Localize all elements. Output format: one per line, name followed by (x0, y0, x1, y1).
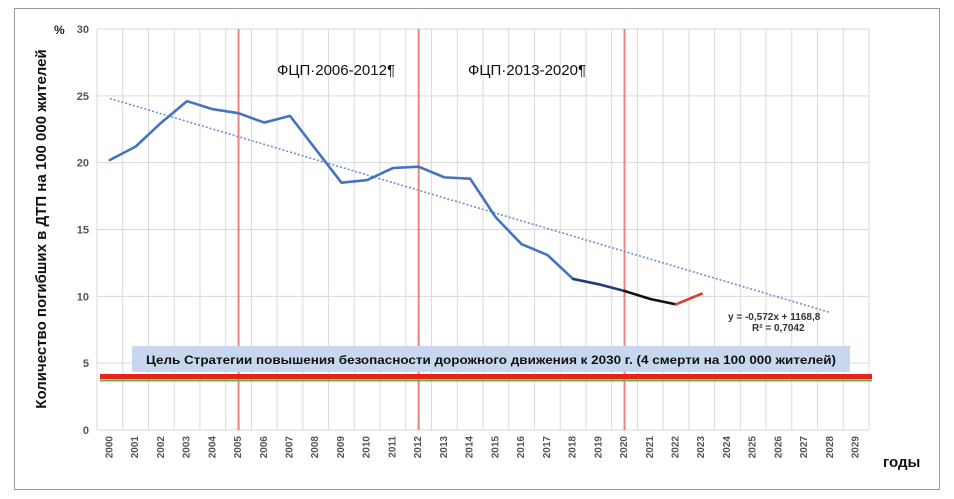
x-tick-label: 2023 (696, 436, 707, 459)
x-tick-label: 2007 (285, 436, 296, 459)
x-tick-label: 2029 (851, 436, 862, 459)
y-tick-layer: 0 5 10 15 20 25 30 (77, 24, 89, 437)
x-tick-label: 2011 (387, 436, 398, 458)
x-tick-label: 2017 (542, 436, 553, 459)
x-tick-label: 2003 (182, 436, 193, 459)
trendline-equation: y = -0,572x + 1168,8 (728, 312, 821, 323)
x-tick-label: 2001 (130, 436, 141, 459)
series-line-history (108, 99, 575, 281)
trendline-r2: R² = 0,7042 (752, 323, 805, 334)
x-tick-label: 2009 (336, 436, 347, 459)
series-line-2020-2022 (623, 289, 678, 306)
y-tick-label: 5 (83, 358, 89, 370)
x-tick-label: 2018 (568, 436, 579, 459)
target-label: Цель Стратегии повышения безопасности до… (146, 353, 836, 367)
x-tick-label: 2024 (722, 436, 733, 459)
x-tick-label: 2002 (156, 436, 167, 459)
y-axis-label: Количество погибших в ДТП на 100 000 жит… (33, 49, 50, 408)
x-tick-label: 2021 (645, 436, 656, 459)
series-line-2018-2020 (571, 277, 626, 293)
target-layer: Цель Стратегии повышения безопасности до… (100, 346, 872, 382)
x-tick-label: 2019 (593, 436, 604, 459)
x-axis-label: годы (883, 454, 920, 471)
x-tick-label: 2016 (516, 436, 527, 459)
y-tick-label: 20 (77, 158, 89, 170)
x-tick-label: 2006 (259, 436, 270, 459)
x-tick-label: 2014 (465, 436, 476, 459)
x-tick-label: 2000 (104, 436, 115, 459)
period-label-2013-2020: ФЦП·2013-2020¶ (468, 62, 586, 79)
target-label-background (132, 346, 850, 372)
trendline (109, 97, 831, 314)
x-tick-label: 2022 (671, 436, 682, 459)
x-tick-label: 2015 (490, 436, 501, 459)
x-tick-label: 2013 (439, 436, 450, 459)
y-tick-label: 25 (77, 91, 89, 103)
x-tick-label: 2005 (233, 436, 244, 459)
y-axis-unit: % (54, 23, 65, 37)
x-tick-label: 2027 (799, 436, 810, 459)
x-tick-label: 2020 (619, 436, 630, 459)
x-tick-label: 2004 (207, 436, 218, 459)
y-tick-label: 15 (77, 225, 89, 237)
y-tick-label: 30 (77, 24, 89, 36)
period-label-2006-2012: ФЦП·2006-2012¶ (277, 62, 395, 79)
y-tick-label: 10 (77, 291, 89, 303)
x-tick-label: 2008 (310, 436, 321, 459)
y-tick-label: 0 (83, 425, 89, 437)
x-tick-label: 2012 (413, 436, 424, 459)
x-tick-label: 2010 (362, 436, 373, 459)
x-tick-label: 2026 (773, 436, 784, 459)
chart-frame (14, 8, 940, 490)
trendline-layer (109, 97, 831, 314)
series-layer (108, 99, 704, 306)
x-tick-layer: 2000 2001 2002 2003 2004 2005 2006 2007 2008 2009… (104, 436, 861, 459)
x-tick-label: 2028 (825, 436, 836, 459)
x-tick-label: 2025 (748, 436, 759, 459)
series-line-2022-2023 (674, 292, 704, 306)
